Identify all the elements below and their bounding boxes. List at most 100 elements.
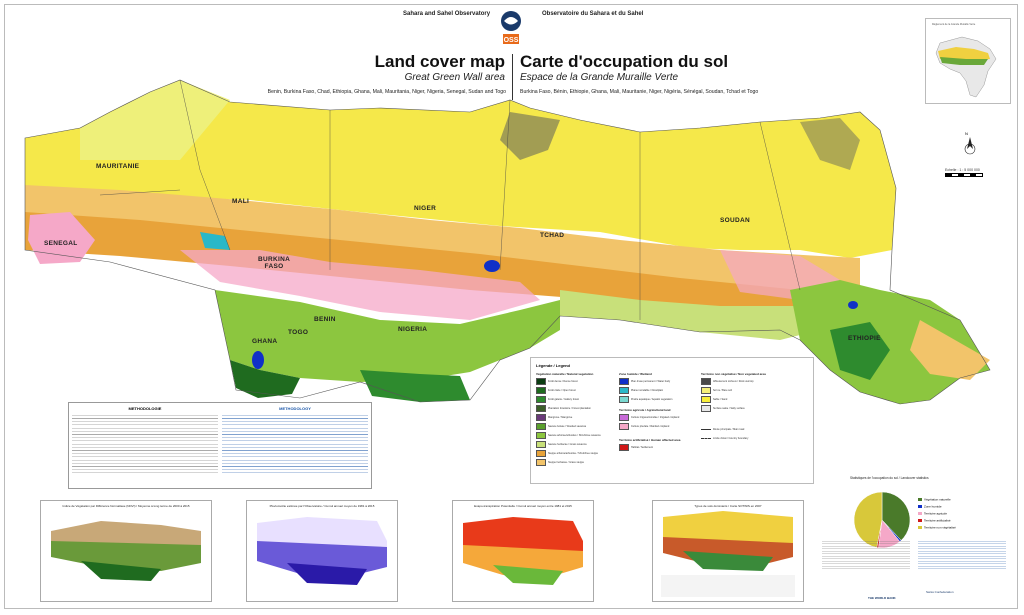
methodology-title-en: METHODOLOGY [279, 406, 311, 411]
pie-legend-label: Territoire non végétalisé [924, 526, 956, 530]
thumb-ndvi: Indice de Végétation par Différence Norm… [40, 500, 212, 602]
countries-fr: Burkina Faso, Bénin, Ethiopie, Ghana, Ma… [520, 89, 759, 95]
thumb-evapo: Evapo-transpiration Potentielle / Cumul … [452, 500, 594, 602]
lake-chad [484, 260, 500, 272]
ethiopia-forest [830, 322, 890, 380]
country-label-tchad: TCHAD [540, 232, 565, 239]
pie-legend-swatch [918, 498, 922, 501]
pie-legend-swatch [918, 505, 922, 508]
legend-swatch [619, 396, 629, 403]
volta-lake [252, 351, 264, 369]
inset-label: Réglement de la Grande Muraille Verte [932, 23, 976, 26]
legend-item-label: Plantation forestière / Forest plantatio… [548, 407, 591, 410]
bare-soil-mauritania [80, 80, 230, 160]
legend-section-title: Territoire artificialisé / Human affecte… [619, 438, 681, 442]
legend-swatch [536, 441, 546, 448]
legend-item: Culture pluviale / Rainfed cropland [619, 423, 669, 430]
legend-item: Plantation forestière / Forest plantatio… [536, 405, 591, 412]
legend-box: Légende / Legend Végétation naturelle / … [530, 357, 814, 484]
legend-title: Légende / Legend [536, 363, 571, 368]
pie-legend-label: Zone humide [924, 505, 942, 509]
legend-swatch [701, 378, 711, 385]
legend-item-label: Plan d'eau permanent / Water body [631, 380, 671, 383]
thumb-soils: Types de sols dominants / Carte SOTWIS e… [652, 500, 804, 602]
africa-outline-icon [935, 36, 997, 98]
thumb-rainfall: Pluviométrie estimée par l'Observatoire … [246, 500, 398, 602]
country-label-mali: MALI [232, 198, 250, 205]
legend-item: Plan d'eau permanent / Water body [619, 378, 670, 385]
legend-section-title: Végétation naturelle / Natural vegetatio… [536, 372, 594, 376]
legend-item-label: Sol nu / Bare soil [713, 389, 732, 392]
pie-legend-swatch [918, 526, 922, 529]
country-boundaries [99, 79, 801, 320]
legend-item: Surface salée / Salty surface [701, 405, 745, 412]
north-label: N [965, 131, 968, 136]
legend-item-label: Forêt dense / Dense forest [548, 380, 578, 383]
legend-swatch [536, 387, 546, 394]
legend-swatch [619, 378, 629, 385]
savanna-south [215, 290, 560, 382]
cropland-senegal [28, 212, 95, 264]
forest-nigeria [360, 370, 470, 402]
legend-item: Sable / Sand [701, 396, 727, 403]
legend-item: Culture irriguée/inondée / Irrigated cro… [619, 414, 679, 421]
country-label-togo: TOGO [288, 329, 309, 336]
subtitle-en: Great Green Wall area [404, 72, 505, 83]
pie-slice [881, 491, 911, 541]
legend-item-label: Prairie aquatique / Aquatic vegetation [631, 398, 673, 401]
partner-world-bank: THE WORLD BANK [868, 596, 896, 600]
pie-slice [853, 491, 883, 548]
statistics-title: Statistiques de l'occupation du sol / La… [850, 476, 929, 480]
rock-outcrops-niger [500, 112, 560, 160]
credits-text-en [918, 541, 1006, 569]
legend-item: Forêt galerie / Gallery forest [536, 396, 579, 403]
scale-text: Echelle : 1 : 5 000 000 [945, 168, 980, 172]
scale-bar [945, 173, 983, 177]
forest-ghana [230, 360, 300, 398]
legend-item: Savane arborée/arbustive / Shrub/tree sa… [536, 432, 601, 439]
legend-swatch [619, 423, 629, 430]
legend-item: Habitat / Settlement [619, 444, 653, 451]
legend-item-label: Forêt claire / Open forest [548, 389, 576, 392]
legend-item-label: Culture pluviale / Rainfed cropland [631, 425, 670, 428]
legend-item-label: Culture irriguée/inondée / Irrigated cro… [631, 416, 680, 419]
methodology-title-fr: METHODOLOGIE [128, 406, 162, 411]
legend-item: Savane boisée / Wooded savanna [536, 423, 586, 430]
legend-section-title: Territoire non végétalisé / Non vegetate… [701, 372, 766, 376]
thumb-ndvi-map [51, 521, 201, 581]
logo-text: OSS [504, 37, 519, 44]
legend-swatch [536, 396, 546, 403]
credits-text-fr [822, 541, 910, 569]
org-name-en: Sahara and Sahel Observatory [403, 11, 491, 17]
legend-swatch [536, 432, 546, 439]
title-fr: Carte d'occupation du sol [520, 52, 729, 71]
legend-item-label: Plaine inondable / Floodplain [631, 389, 664, 392]
legend-item-label: Steppe herbacée / Grass steppe [548, 461, 584, 464]
legend-item: Steppe arborée/arbustive / Shrub/tree st… [536, 450, 598, 457]
steppe-band [25, 185, 860, 300]
legend-line-item: Route principale / Main road [701, 428, 744, 431]
legend-item: Steppe herbacée / Grass steppe [536, 459, 584, 466]
legend-item: Sol nu / Bare soil [701, 387, 732, 394]
country-label-benin: BENIN [314, 316, 336, 323]
legend-item: Forêt dense / Dense forest [536, 378, 578, 385]
legend-swatch [619, 414, 629, 421]
legend-swatch [701, 387, 711, 394]
country-label-nigeria: NIGERIA [398, 326, 428, 333]
legend-item-label: Savane arborée/arbustive / Shrub/tree sa… [548, 434, 601, 437]
title-en: Land cover map [374, 52, 505, 71]
country-label-ethiopie: ETHIOPIE [848, 335, 881, 342]
methodology-box: METHODOLOGIE METHODOLOGY [68, 402, 372, 489]
legend-swatch [536, 459, 546, 466]
legend-line-label: Route principale / Main road [713, 428, 745, 431]
legend-item-label: Mangrove / Mangrove [548, 416, 573, 419]
legend-item: Plaine inondable / Floodplain [619, 387, 663, 394]
credits-text [822, 541, 1012, 571]
pie-legend-label: Territoire agricole [924, 512, 947, 516]
legend-swatch [536, 378, 546, 385]
thumb-soils-map [661, 511, 795, 597]
title-divider [512, 54, 513, 100]
legend-line-symbol [701, 429, 711, 430]
north-arrow-icon [964, 137, 976, 155]
